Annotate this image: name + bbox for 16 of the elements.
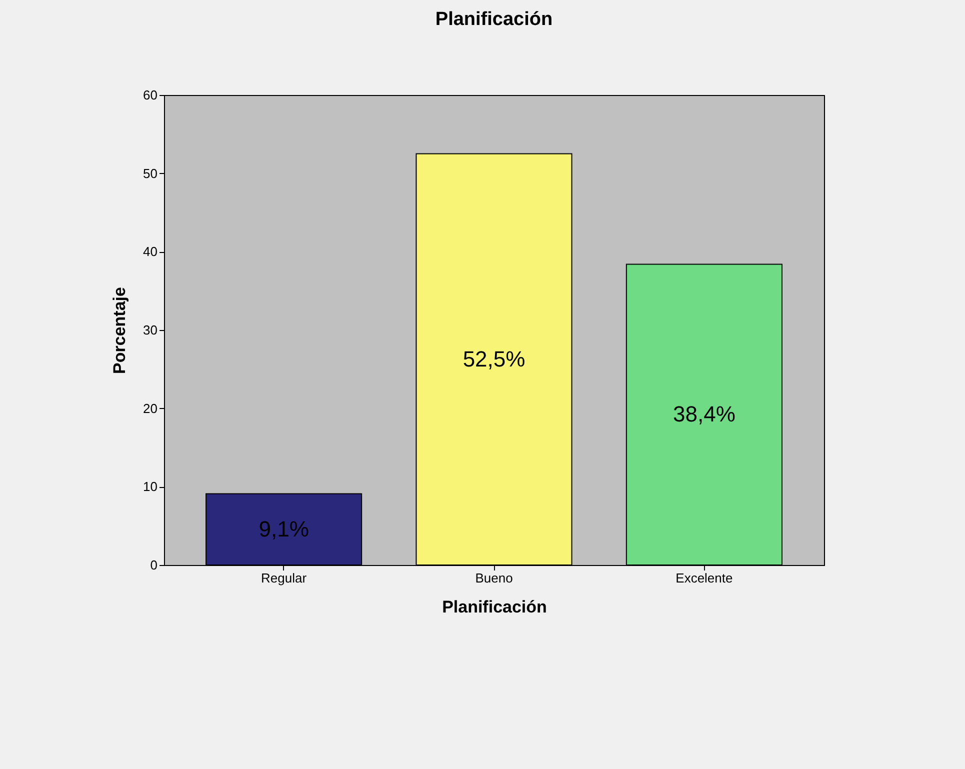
- y-tick-label: 0: [150, 558, 158, 572]
- data-label: 52,5%: [462, 346, 526, 372]
- x-tick-label: Excelente: [676, 570, 733, 586]
- y-tick-label: 20: [143, 400, 158, 416]
- y-tick-label: 10: [143, 479, 158, 494]
- x-tick-label: Regular: [261, 570, 308, 586]
- y-tick-label: 60: [143, 88, 158, 102]
- y-axis-title: Porcentaje: [110, 287, 130, 374]
- y-tick-label: 50: [143, 166, 158, 181]
- x-tick-label: Bueno: [475, 570, 513, 586]
- y-tick-label: 40: [143, 244, 158, 260]
- chart-title: Planificación: [435, 9, 553, 30]
- data-label: 38,4%: [672, 402, 736, 427]
- x-axis-title: Planificación: [442, 598, 547, 616]
- data-label: 9,1%: [258, 516, 309, 542]
- y-tick-label: 30: [143, 322, 158, 338]
